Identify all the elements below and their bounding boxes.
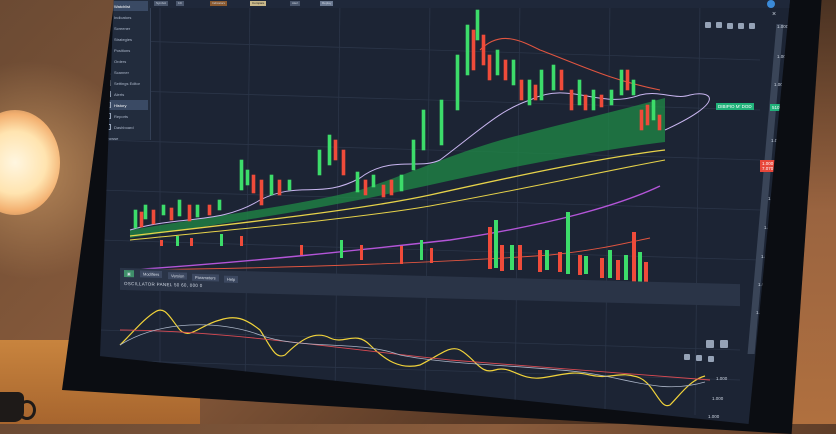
compare-button[interactable]: Compare xyxy=(250,1,267,6)
indicator-title: OSCILLATOR PANEL 50 60, 000 0 xyxy=(124,280,203,289)
camera-icon[interactable] xyxy=(738,23,744,29)
low-price-badge: 1.000 7.070 xyxy=(760,160,776,172)
current-price-badge: 5103 xyxy=(770,104,785,111)
tab-modifiers[interactable]: Modifiers xyxy=(140,270,163,278)
browser-icon[interactable] xyxy=(337,416,344,423)
app-icon[interactable] xyxy=(346,417,353,424)
start-icon[interactable] xyxy=(310,413,317,420)
alert-button[interactable]: Alert xyxy=(290,1,301,6)
chart-toolbar: × xyxy=(100,0,790,30)
tab-version[interactable]: Version xyxy=(168,272,188,280)
search-icon[interactable] xyxy=(319,414,326,421)
top-toolbar: Symbol 1D Indicators Compare Alert Repla… xyxy=(150,0,790,8)
profile-avatar[interactable] xyxy=(767,0,775,8)
filter-icon xyxy=(105,25,111,31)
replay-button[interactable]: Replay xyxy=(320,1,334,6)
interval-button[interactable]: 1D xyxy=(176,1,184,6)
panel-option-icon[interactable] xyxy=(684,354,690,360)
indicators-button[interactable]: Indicators xyxy=(210,1,228,6)
oscillator-line xyxy=(119,309,706,407)
measure-icon[interactable] xyxy=(716,22,722,28)
settings-icon[interactable] xyxy=(749,23,755,29)
panel-option-icon[interactable] xyxy=(696,355,702,361)
app-icon[interactable] xyxy=(355,418,362,424)
volume-bars xyxy=(160,212,648,284)
ma-value-badge: DIBIPIO M' DOD xyxy=(716,103,754,110)
candles xyxy=(133,9,662,229)
close-icon[interactable]: × xyxy=(772,11,777,18)
symbol-button[interactable]: Symbol xyxy=(154,1,169,6)
mug-handle xyxy=(18,400,36,420)
ichimoku-cloud xyxy=(130,98,665,238)
eraser-icon[interactable] xyxy=(720,340,728,348)
panel-toggle-icon[interactable]: ▣ xyxy=(124,269,134,278)
tab-parameters[interactable]: Parameters xyxy=(192,273,219,282)
chart-icon xyxy=(105,14,111,20)
screen: Watchlist Indicators Screener Strategies… xyxy=(100,0,790,424)
tab-help[interactable]: Help xyxy=(224,275,239,283)
panel-option-icon[interactable] xyxy=(708,356,714,362)
files-icon[interactable] xyxy=(328,415,335,422)
chart-canvas[interactable] xyxy=(100,0,790,424)
note-icon[interactable] xyxy=(727,23,733,29)
list-icon xyxy=(105,3,111,9)
screenshot-icon[interactable] xyxy=(706,340,714,348)
crosshair-icon[interactable] xyxy=(705,22,711,28)
sidebar-item-browse[interactable]: Browse xyxy=(105,135,119,141)
